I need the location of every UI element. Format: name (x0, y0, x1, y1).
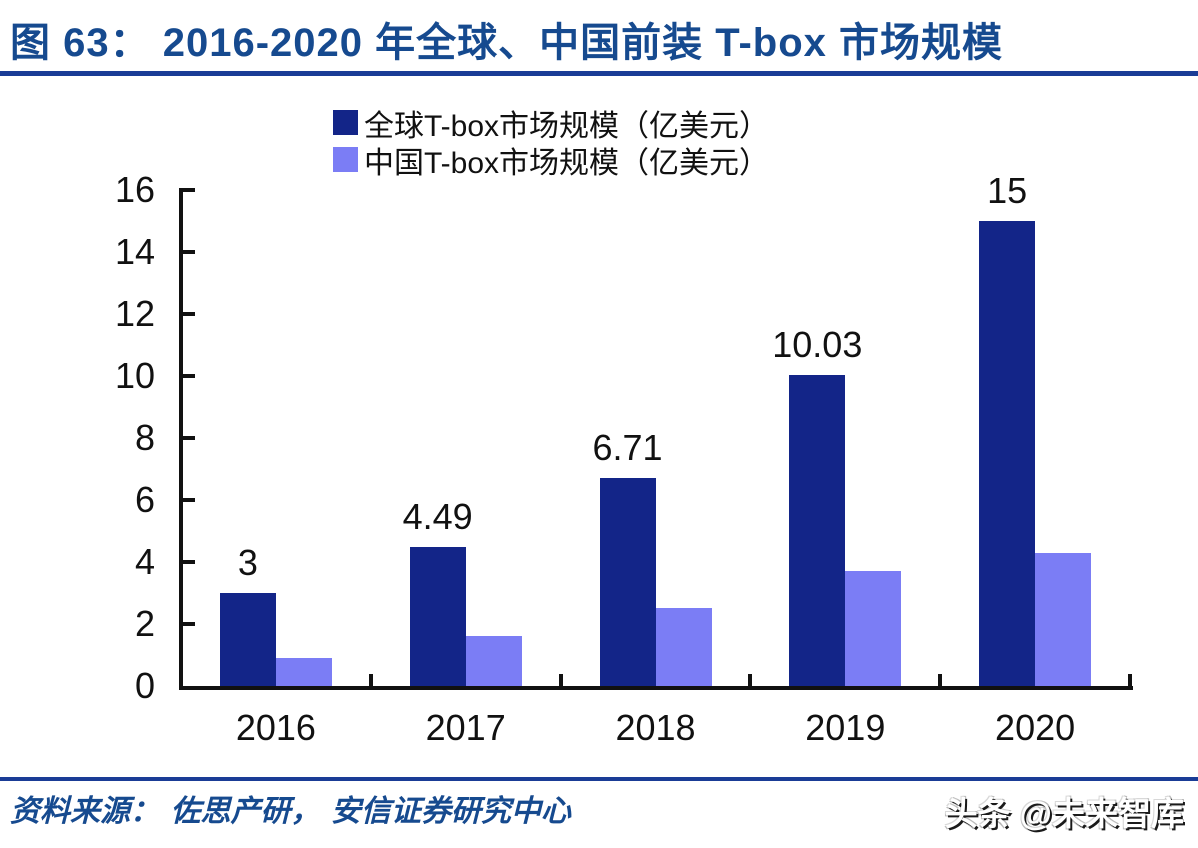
bar-global-2019 (789, 375, 846, 686)
bar-value-label: 3 (237, 542, 258, 583)
bar-global-2017 (409, 547, 466, 686)
legend-swatch-global (333, 110, 358, 135)
y-axis-tick (183, 622, 195, 626)
y-axis-tick-label: 6 (134, 479, 155, 520)
bar-global-2020 (979, 221, 1036, 686)
source-divider-rule (0, 777, 1198, 781)
y-axis-tick (183, 498, 195, 502)
bar-global-2018 (599, 478, 656, 686)
figure-title: 图 63： 2016-2020 年全球、中国前装 T-box 市场规模 (10, 21, 1004, 65)
x-axis-category-label: 2018 (615, 707, 696, 748)
bar-china-2019 (845, 571, 902, 686)
bar-china-2020 (1035, 553, 1092, 686)
bar-china-2017 (465, 636, 522, 686)
x-axis-category-label: 2016 (235, 707, 316, 748)
y-axis-tick-label: 14 (114, 231, 155, 272)
y-axis-tick-label: 8 (134, 417, 155, 458)
x-axis-tick (938, 674, 943, 686)
y-axis-tick-label: 12 (114, 293, 155, 334)
x-axis-category-label: 2017 (425, 707, 506, 748)
y-axis-tick (183, 250, 195, 254)
bar-value-label: 6.71 (592, 427, 663, 468)
data-source-text: 资料来源： 佐思产研， 安信证券研究中心 (10, 794, 571, 829)
bar-value-label: 4.49 (402, 496, 473, 537)
y-axis-tick (183, 312, 195, 316)
bar-china-2016 (275, 658, 332, 686)
y-axis-tick (183, 374, 195, 378)
y-axis-tick-label: 2 (134, 603, 155, 644)
legend-label-global: 全球T-box市场规模（亿美元） (364, 109, 770, 143)
x-axis-category-label: 2020 (995, 707, 1076, 748)
legend-label-china: 中国T-box市场规模（亿美元） (364, 146, 770, 180)
bar-value-label: 15 (987, 170, 1028, 211)
title-divider-rule (0, 71, 1198, 76)
y-axis-tick (183, 560, 195, 564)
y-axis-tick (183, 436, 195, 440)
y-axis-tick (183, 188, 195, 192)
bar-china-2018 (655, 608, 712, 686)
legend-swatch-china (333, 147, 358, 172)
x-axis-tick (1128, 674, 1132, 686)
x-axis-category-label: 2019 (805, 707, 886, 748)
x-axis-tick (368, 674, 373, 686)
y-axis-tick-label: 4 (134, 541, 155, 582)
y-axis-tick-label: 10 (114, 355, 155, 396)
x-axis-tick (748, 674, 753, 686)
y-axis-tick-label: 0 (134, 665, 155, 706)
bar-global-2016 (219, 593, 276, 686)
legend-item-china: 中国T-box市场规模（亿美元） (333, 141, 769, 180)
bar-value-label: 10.03 (772, 324, 863, 365)
y-axis-line (179, 188, 183, 689)
chart-legend: 全球T-box市场规模（亿美元） 中国T-box市场规模（亿美元） (333, 104, 769, 180)
watermark-text: 头条 @未来智库 (944, 795, 1184, 832)
x-axis-tick (558, 674, 563, 686)
legend-item-global: 全球T-box市场规模（亿美元） (333, 104, 769, 143)
y-axis-tick-label: 16 (114, 169, 155, 210)
x-axis-line (179, 686, 1133, 690)
